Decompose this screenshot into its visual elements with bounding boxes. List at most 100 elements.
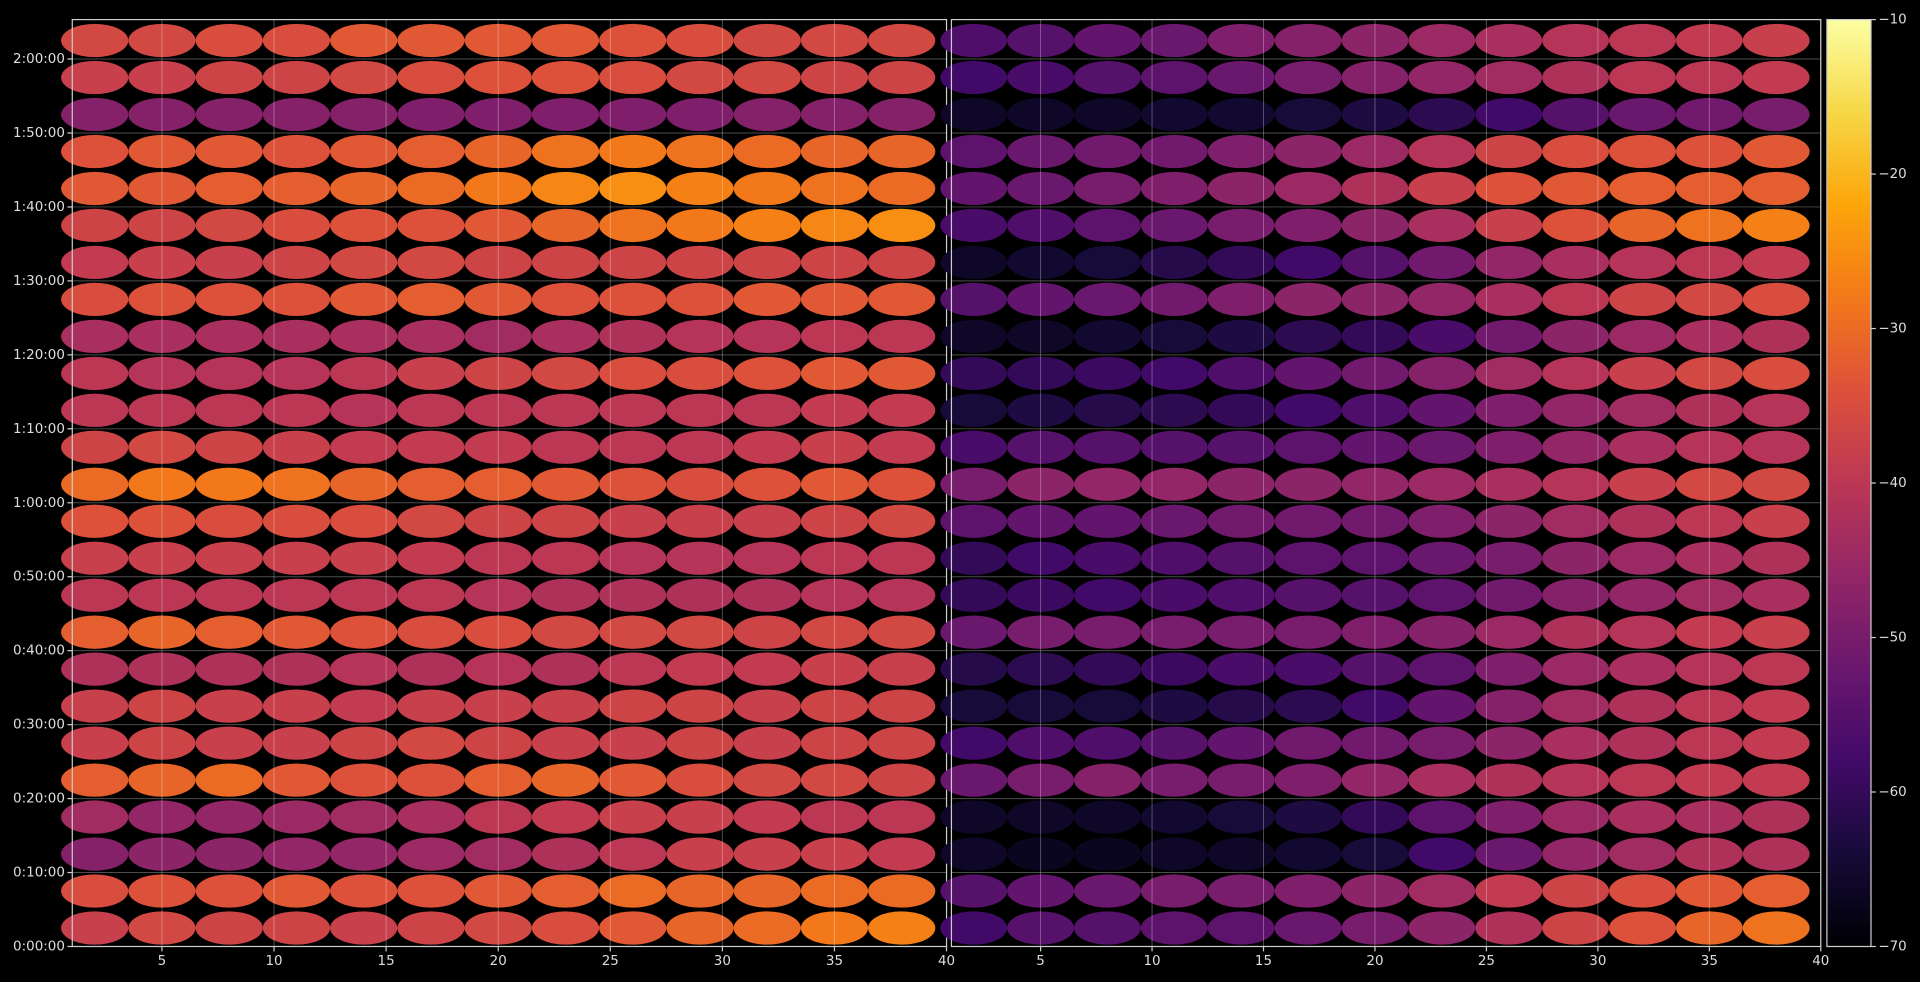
- cell: [940, 245, 1008, 280]
- x-tick-label: 25: [602, 954, 619, 969]
- cell: [195, 726, 263, 760]
- cell: [262, 60, 331, 95]
- cell: [666, 689, 734, 723]
- cell: [1140, 208, 1208, 243]
- cell: [464, 282, 532, 317]
- cell: [733, 763, 801, 797]
- cell: [1675, 97, 1743, 132]
- cell: [1140, 430, 1208, 464]
- cell: [1207, 837, 1275, 871]
- cell: [330, 97, 398, 132]
- cell: [1542, 615, 1610, 649]
- cell: [195, 689, 263, 723]
- cell: [800, 430, 869, 464]
- cell: [195, 60, 263, 95]
- cell: [128, 208, 196, 243]
- cell: [800, 245, 869, 280]
- cell: [868, 60, 936, 95]
- cell: [1542, 541, 1610, 575]
- cell: [262, 837, 331, 871]
- cell: [1341, 319, 1409, 354]
- cell: [128, 726, 196, 760]
- cell: [1207, 245, 1275, 280]
- cell: [1742, 874, 1810, 908]
- cell: [1675, 726, 1743, 760]
- cell: [61, 874, 129, 908]
- cell: [1675, 800, 1743, 834]
- cell: [464, 726, 532, 760]
- cell: [800, 541, 869, 575]
- cell: [800, 911, 869, 945]
- cell: [195, 763, 263, 797]
- cell: [599, 393, 667, 427]
- cell: [128, 245, 196, 280]
- cell: [330, 504, 398, 538]
- cell: [1140, 800, 1208, 834]
- cell: [262, 245, 331, 280]
- cell: [1207, 356, 1275, 390]
- cell: [666, 430, 734, 464]
- cell: [1609, 430, 1676, 464]
- cell: [1742, 541, 1810, 575]
- cell: [1140, 541, 1208, 575]
- cell: [262, 171, 331, 206]
- cell: [666, 171, 734, 206]
- cell: [800, 689, 869, 723]
- cell: [940, 911, 1008, 945]
- colorbar-tick-label: −10: [1878, 13, 1906, 28]
- cell: [397, 393, 465, 427]
- cell: [1007, 393, 1075, 427]
- cell: [330, 800, 398, 834]
- cell: [1675, 874, 1743, 908]
- cell: [531, 282, 600, 317]
- cell: [1675, 504, 1743, 538]
- cell: [666, 319, 734, 354]
- cell: [1475, 23, 1543, 58]
- cell: [61, 689, 129, 723]
- cell: [940, 319, 1008, 354]
- cell: [666, 208, 734, 243]
- cell: [599, 245, 667, 280]
- cell: [1140, 911, 1208, 945]
- cell: [1341, 911, 1409, 945]
- cell: [1274, 245, 1342, 280]
- cell: [1475, 800, 1543, 834]
- cell: [1475, 134, 1543, 169]
- cell: [1074, 393, 1141, 427]
- cell: [1207, 393, 1275, 427]
- x-tick-label: 10: [1143, 954, 1160, 969]
- cell: [1609, 615, 1676, 649]
- x-tick-label: 15: [1255, 954, 1272, 969]
- y-tick-label: 0:40:00: [13, 644, 65, 659]
- cell: [330, 763, 398, 797]
- cell: [1609, 763, 1676, 797]
- cell: [195, 615, 263, 649]
- cell: [397, 615, 465, 649]
- cell: [868, 319, 936, 354]
- cell: [1609, 652, 1676, 686]
- cell: [1742, 171, 1810, 206]
- cell: [1475, 689, 1543, 723]
- cell: [1007, 689, 1075, 723]
- x-tick-label: 35: [826, 954, 843, 969]
- cell: [1274, 23, 1342, 58]
- cell: [1542, 763, 1610, 797]
- cell: [1675, 60, 1743, 95]
- cell: [330, 356, 398, 390]
- cell: [1274, 763, 1342, 797]
- cell: [262, 874, 331, 908]
- cell: [666, 60, 734, 95]
- cell: [868, 615, 936, 649]
- x-tick-label: 5: [1036, 954, 1045, 969]
- cell: [1274, 60, 1342, 95]
- y-tick-label: 1:10:00: [13, 422, 65, 437]
- cell: [666, 23, 734, 58]
- cell: [733, 504, 801, 538]
- cell: [397, 800, 465, 834]
- cell: [397, 245, 465, 280]
- cell: [1542, 578, 1610, 612]
- cell: [1274, 615, 1342, 649]
- cell: [1074, 356, 1141, 390]
- cell: [1742, 97, 1810, 132]
- cell: [1274, 504, 1342, 538]
